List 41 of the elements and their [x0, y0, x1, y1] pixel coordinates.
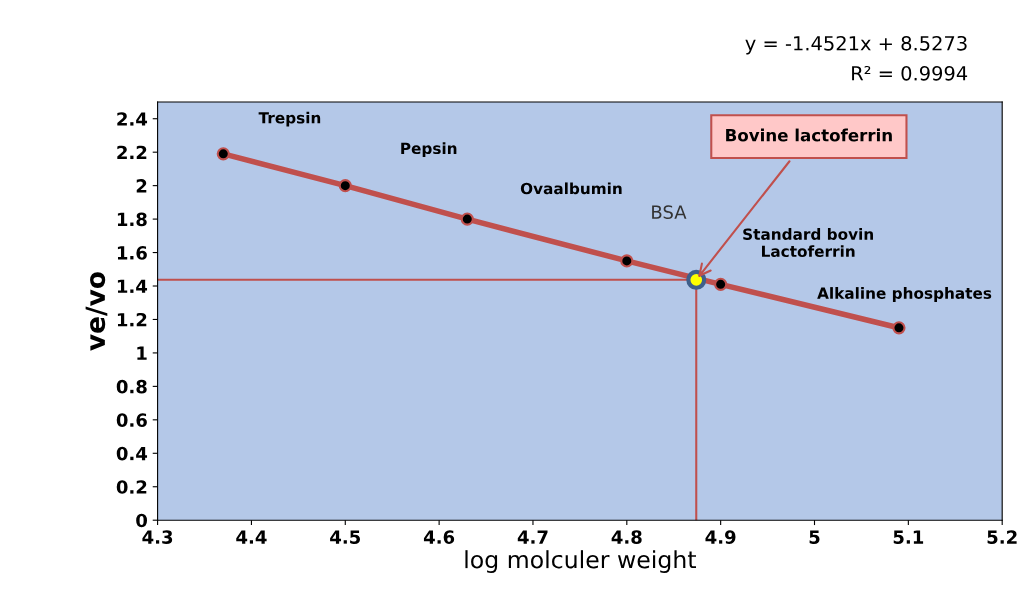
x-tick-label: 4.6 — [423, 530, 455, 544]
x-tick-label: 4.5 — [330, 530, 361, 544]
x-tick-label: 5.1 — [893, 530, 924, 544]
annotation: Bovine lactoferrin — [726, 128, 892, 142]
y-tick-label: 1.2 — [117, 312, 147, 327]
point — [460, 212, 474, 226]
y-tick-label: 0 — [136, 513, 147, 528]
y-tick-label: 2 — [136, 179, 147, 193]
y-tick-label: 1.8 — [117, 212, 147, 227]
point — [714, 277, 728, 291]
y-tick-label: 0.8 — [116, 379, 147, 394]
x-tick-label: 4.8 — [611, 530, 642, 544]
x-tick-label: 4.9 — [705, 530, 736, 544]
y-tick-label: 0.6 — [116, 413, 147, 427]
annotation: Pepsin — [401, 142, 457, 158]
y-tick-label: 0.4 — [116, 446, 148, 461]
y-axis-title: ve/vo — [85, 272, 108, 351]
annotation: Standard bovin Lactoferrin — [743, 228, 873, 258]
y-tick-label: 1 — [137, 346, 147, 360]
y-tick-label: 1.6 — [117, 246, 147, 260]
annotation: BSA — [652, 205, 687, 219]
y-tick-label: 0.2 — [116, 480, 147, 494]
point — [892, 321, 906, 335]
x-tick-label: 4.4 — [236, 530, 267, 544]
x-tick-label: 4.3 — [142, 530, 173, 544]
text: R² = 0.9994 — [852, 65, 968, 81]
annotation: Alkaline phosphates — [817, 287, 992, 302]
point — [686, 269, 707, 290]
point — [216, 147, 230, 161]
point — [620, 254, 634, 268]
x-axis-title: log molculer weight — [465, 550, 696, 574]
text: y = -1.4521x + 8.5273 — [745, 35, 967, 55]
annotation: Ovaalbumin — [520, 182, 622, 195]
point — [338, 179, 352, 193]
x-tick-label: 4.7 — [517, 530, 548, 544]
y-tick-label: 1.4 — [117, 279, 148, 293]
x-tick-label: 5 — [809, 530, 820, 544]
annotation: Trepsin — [258, 111, 321, 127]
x-tick-label: 5.2 — [987, 530, 1017, 544]
y-tick-label: 2.4 — [117, 112, 148, 126]
y-tick-label: 2.2 — [117, 145, 147, 160]
